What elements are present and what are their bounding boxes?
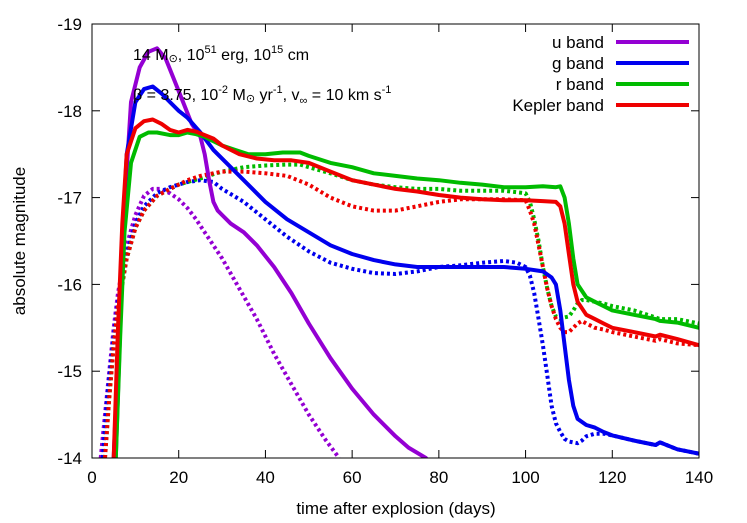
series-line-kepler-band-solid (111, 117, 699, 458)
y-tick-label: -18 (57, 102, 82, 121)
ticks-layer: 0 20 40 60 80 100 120 140 -19 -18 -17 -16 -15 -14 (57, 15, 713, 487)
x-tick-label: 100 (511, 468, 539, 487)
y-tick-label: -19 (57, 15, 82, 34)
series-line--9400d3-dotted (98, 186, 341, 458)
plot-frame (91, 23, 700, 459)
x-axis-title: time after explosion (days) (296, 499, 495, 518)
series-line--0000ee-dotted (100, 178, 699, 458)
legend-label: Kepler band (512, 96, 604, 115)
x-tick-label: 80 (429, 468, 448, 487)
x-tick-label: 0 (87, 468, 96, 487)
series-line-u-band-solid (113, 46, 428, 458)
y-tick-label: -17 (57, 189, 82, 208)
annotation-line-2: β = 3.75, 10-2 M⊙ yr-1, v∞ = 10 km s-1 (133, 84, 391, 107)
x-tick-label: 60 (343, 468, 362, 487)
y-tick-label: -15 (57, 362, 82, 381)
x-tick-label: 140 (685, 468, 713, 487)
series-line-r-band-solid (113, 130, 699, 458)
x-tick-label: 40 (256, 468, 275, 487)
x-tick-label: 20 (169, 468, 188, 487)
y-tick-label: -14 (57, 449, 82, 468)
legend-label: r band (556, 75, 604, 94)
legend: u band g band r band Kepler band (512, 33, 689, 115)
series-line--ee0000-dotted (103, 169, 699, 458)
series-layer (98, 46, 699, 458)
x-tick-label: 120 (598, 468, 626, 487)
annotation-line-1: 14 M⊙, 1051 erg, 1015 cm (133, 44, 309, 65)
y-axis-title: absolute magnitude (10, 167, 29, 315)
legend-label: u band (552, 33, 604, 52)
legend-label: g band (552, 54, 604, 73)
y-tick-label: -16 (57, 275, 82, 294)
series-line-g-band-solid (111, 84, 699, 458)
